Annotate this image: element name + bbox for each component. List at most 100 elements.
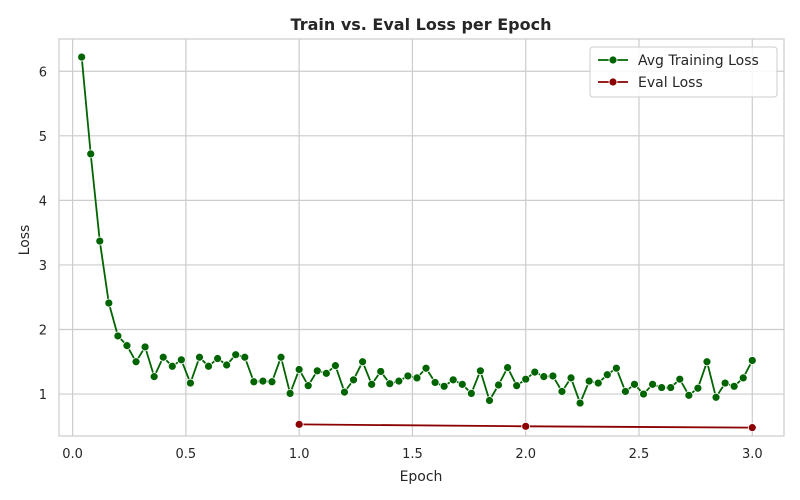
- data-point: [602, 370, 612, 380]
- y-tick-label: 3: [39, 259, 47, 274]
- legend-entry-label: Avg Training Loss: [638, 53, 759, 69]
- data-point: [611, 363, 621, 373]
- data-point: [176, 355, 186, 365]
- data-point: [321, 368, 331, 378]
- data-point: [104, 298, 114, 308]
- data-point: [122, 341, 132, 351]
- x-tick-label: 2.5: [629, 447, 650, 462]
- data-point: [675, 374, 685, 384]
- data-point: [421, 363, 431, 373]
- data-point: [457, 379, 467, 389]
- data-point: [738, 373, 748, 383]
- data-point: [530, 367, 540, 377]
- data-point: [593, 378, 603, 388]
- legend-box: [589, 46, 778, 98]
- data-point: [639, 389, 648, 399]
- data-point: [720, 378, 730, 388]
- legend-entry-label: Eval Loss: [638, 75, 703, 91]
- data-point: [213, 354, 222, 363]
- legend-swatch-marker: [608, 55, 618, 65]
- y-tick-label: 6: [39, 65, 47, 80]
- series-points: [77, 52, 757, 433]
- data-point: [195, 352, 204, 362]
- x-tick-label: 1.0: [289, 447, 310, 462]
- data-point: [294, 365, 304, 374]
- data-point: [485, 396, 494, 405]
- data-point: [167, 361, 177, 371]
- legend-swatch-marker: [608, 77, 618, 87]
- data-point: [403, 371, 413, 381]
- data-point: [340, 387, 349, 397]
- data-point: [412, 373, 422, 383]
- data-point: [240, 352, 250, 362]
- data-point: [113, 331, 123, 341]
- data-point: [231, 350, 241, 360]
- data-point: [158, 352, 168, 362]
- data-point: [630, 379, 639, 389]
- y-axis-label: Loss: [17, 225, 33, 256]
- data-point: [575, 398, 585, 408]
- data-point: [376, 367, 386, 376]
- data-point: [702, 357, 712, 367]
- data-point: [621, 387, 630, 396]
- data-point: [584, 376, 594, 386]
- data-point: [747, 356, 757, 365]
- data-point: [503, 363, 512, 372]
- plot-area: [58, 38, 785, 437]
- x-tick-label: 0.5: [176, 447, 197, 462]
- y-tick-label: 5: [39, 130, 47, 145]
- data-point: [566, 373, 576, 383]
- y-tick-label: 1: [39, 388, 47, 403]
- data-point: [267, 377, 277, 387]
- data-point: [684, 390, 694, 400]
- data-point: [466, 388, 476, 398]
- data-point: [249, 377, 259, 387]
- data-point: [140, 342, 150, 352]
- data-point: [294, 419, 304, 429]
- data-point: [548, 371, 558, 381]
- x-tick-label: 1.5: [402, 447, 423, 462]
- data-point: [394, 376, 404, 386]
- data-point: [521, 374, 531, 384]
- data-point: [349, 375, 358, 385]
- data-point: [693, 383, 703, 393]
- data-point: [711, 392, 721, 402]
- data-point: [86, 149, 96, 159]
- data-point: [276, 352, 286, 362]
- x-tick-label: 2.0: [515, 447, 536, 462]
- data-point: [747, 423, 757, 433]
- data-point: [512, 381, 522, 391]
- data-point: [222, 360, 232, 370]
- x-axis-label: Epoch: [400, 469, 443, 485]
- x-tick-label: 0.0: [62, 447, 83, 462]
- y-tick-label: 2: [39, 323, 47, 338]
- data-point: [149, 372, 159, 382]
- data-point: [285, 388, 295, 398]
- data-point: [648, 379, 657, 389]
- data-point: [258, 376, 268, 386]
- data-point: [186, 378, 195, 388]
- data-point: [729, 381, 739, 391]
- data-point: [521, 421, 531, 431]
- data-point: [539, 372, 549, 382]
- legend: Avg Training Loss Eval Loss: [589, 46, 778, 98]
- data-point: [204, 361, 213, 371]
- data-point: [666, 383, 676, 392]
- x-tick-label: 3.0: [742, 447, 763, 462]
- data-point: [494, 380, 503, 390]
- data-point: [439, 381, 449, 391]
- tick-labels: 0.0 0.5 1.0 1.5 2.0 2.5 3.0 1 2 3 4 5 6: [39, 65, 763, 462]
- chart-title: Train vs. Eval Loss per Epoch: [291, 15, 552, 34]
- data-point: [557, 387, 567, 396]
- data-point: [331, 361, 340, 371]
- data-point: [476, 366, 485, 376]
- data-point: [448, 375, 458, 385]
- data-point: [312, 366, 322, 376]
- data-point: [367, 379, 377, 389]
- data-point: [430, 378, 440, 387]
- data-point: [131, 357, 141, 367]
- data-point: [303, 381, 313, 391]
- data-point: [385, 379, 395, 389]
- data-point: [95, 236, 105, 246]
